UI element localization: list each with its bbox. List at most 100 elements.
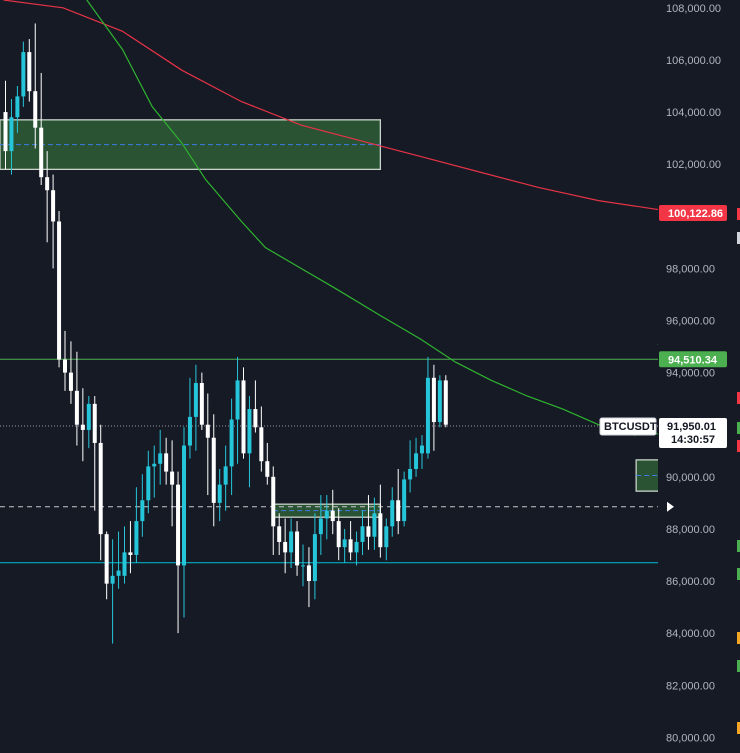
candle-73[interactable]: [437, 375, 442, 428]
candle-1[interactable]: [9, 99, 14, 175]
candle-12[interactable]: [74, 351, 79, 446]
candle-body: [98, 442, 103, 535]
candle-22[interactable]: [134, 487, 139, 563]
candle-9[interactable]: [57, 211, 62, 368]
candle-body: [134, 521, 139, 555]
candle-39[interactable]: [235, 356, 240, 464]
candle-41[interactable]: [247, 396, 252, 488]
candle-63[interactable]: [378, 484, 383, 558]
candle-10[interactable]: [63, 330, 67, 391]
candle-23[interactable]: [140, 474, 145, 537]
candle-55[interactable]: [330, 489, 335, 535]
tick-labels: 108,000.00 106,000.00 104,000.00 102,000.00…: [666, 3, 721, 745]
moving-averages: [3, 0, 682, 436]
last-price-label: 91,950.01: [667, 421, 716, 433]
edge-marker-0: [737, 208, 740, 220]
price-badge-0[interactable]: 100,122.86: [659, 205, 727, 222]
candle-2[interactable]: [15, 85, 20, 133]
candle-16[interactable]: [98, 424, 103, 561]
candle-6[interactable]: [39, 72, 44, 185]
candle-26[interactable]: [158, 429, 163, 485]
candle-70[interactable]: [420, 435, 424, 469]
candle-33[interactable]: [199, 372, 204, 430]
candle-34[interactable]: [205, 393, 210, 496]
zones: [0, 119, 740, 518]
candle-60[interactable]: [360, 510, 365, 555]
candle-36[interactable]: [217, 468, 222, 522]
candle-37[interactable]: [223, 445, 228, 511]
candle-59[interactable]: [354, 531, 359, 566]
candle-57[interactable]: [342, 528, 347, 563]
candle-46[interactable]: [277, 513, 282, 555]
candle-25[interactable]: [152, 445, 157, 498]
candle-body: [443, 380, 448, 425]
candle-8[interactable]: [51, 174, 56, 269]
candle-13[interactable]: [80, 388, 85, 462]
candle-61[interactable]: [366, 495, 371, 550]
candle-50[interactable]: [301, 544, 305, 587]
candle-47[interactable]: [283, 518, 288, 574]
candle-14[interactable]: [86, 396, 91, 449]
candle-15[interactable]: [92, 396, 97, 511]
candle-0[interactable]: [3, 80, 8, 170]
candle-67[interactable]: [402, 471, 407, 527]
candle-body: [51, 190, 56, 222]
candle-31[interactable]: [187, 377, 192, 459]
candle-body: [235, 380, 240, 420]
candle-21[interactable]: [128, 521, 133, 574]
candle-body: [21, 52, 26, 97]
candle-65[interactable]: [390, 487, 395, 537]
candle-body: [57, 221, 62, 360]
candle-27[interactable]: [164, 437, 169, 485]
candle-68[interactable]: [408, 440, 413, 493]
candle-29[interactable]: [176, 471, 181, 634]
candle-48[interactable]: [289, 518, 294, 569]
candle-19[interactable]: [116, 531, 121, 589]
candle-body: [265, 461, 270, 477]
symbol-label[interactable]: BTCUSDT: [604, 421, 657, 433]
candle-49[interactable]: [295, 521, 300, 576]
candle-32[interactable]: [193, 364, 198, 451]
candle-42[interactable]: [253, 380, 258, 433]
candle-20[interactable]: [122, 526, 127, 584]
candle-74[interactable]: [443, 375, 448, 428]
candle-53[interactable]: [318, 495, 323, 555]
candle-24[interactable]: [146, 450, 151, 514]
candle-11[interactable]: [68, 341, 73, 404]
candle-64[interactable]: [384, 518, 389, 561]
candle-7[interactable]: [45, 151, 50, 243]
candle-body: [360, 526, 365, 542]
alert-marker[interactable]: [667, 501, 674, 512]
candle-62[interactable]: [372, 497, 377, 550]
edge-marker-4: [737, 440, 740, 452]
candle-body: [366, 526, 371, 537]
candle-54[interactable]: [324, 495, 329, 540]
candle-72[interactable]: [431, 364, 436, 451]
candle-5[interactable]: [33, 23, 38, 149]
candle-4[interactable]: [27, 39, 32, 102]
candle-43[interactable]: [259, 406, 264, 472]
candle-58[interactable]: [348, 521, 353, 561]
candle-69[interactable]: [414, 437, 419, 477]
candle-44[interactable]: [265, 442, 270, 485]
tick-label: 86,000.00: [666, 576, 715, 588]
candle-35[interactable]: [211, 414, 216, 527]
candle-71[interactable]: [425, 356, 430, 459]
candle-56[interactable]: [336, 508, 341, 561]
price-badge-1[interactable]: 94,510.34: [659, 351, 727, 368]
candle-30[interactable]: [182, 427, 186, 618]
candle-18[interactable]: [110, 539, 115, 644]
candle-45[interactable]: [271, 466, 276, 555]
candle-3[interactable]: [21, 41, 26, 107]
candle-38[interactable]: [229, 398, 234, 496]
edge-marker-1: [737, 232, 740, 244]
candle-17[interactable]: [104, 531, 109, 600]
candle-40[interactable]: [241, 367, 246, 459]
candle-66[interactable]: [396, 468, 401, 535]
candle-52[interactable]: [312, 513, 317, 600]
candle-51[interactable]: [306, 547, 311, 608]
candle-28[interactable]: [170, 440, 175, 527]
